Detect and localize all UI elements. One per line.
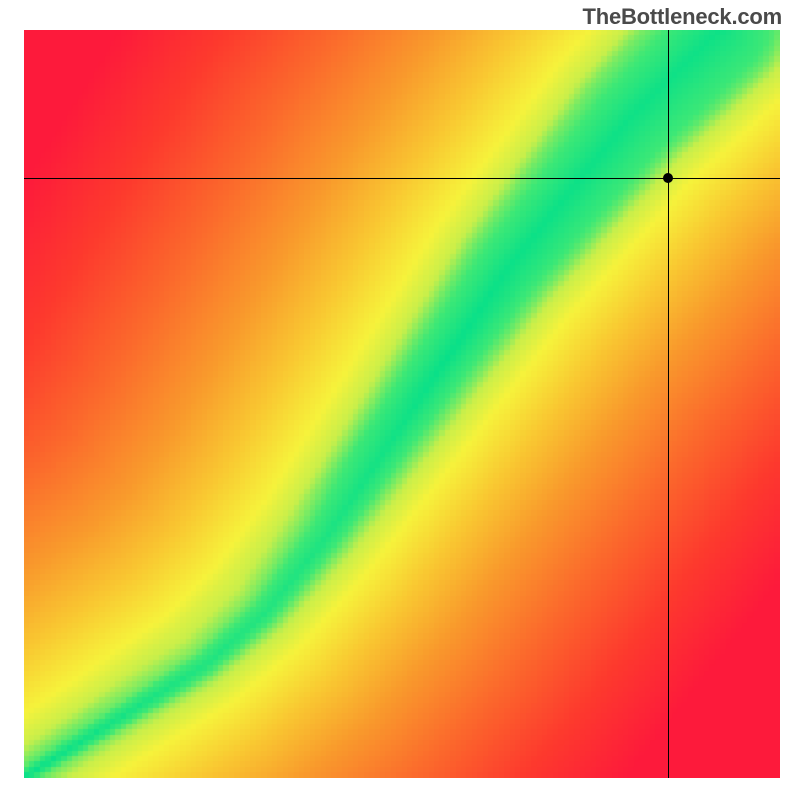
crosshair-marker bbox=[663, 173, 673, 183]
crosshair-vertical bbox=[668, 30, 669, 778]
heatmap-canvas bbox=[24, 30, 780, 778]
watermark-text: TheBottleneck.com bbox=[582, 4, 782, 30]
figure-container: TheBottleneck.com bbox=[0, 0, 800, 800]
plot-area bbox=[24, 30, 780, 778]
